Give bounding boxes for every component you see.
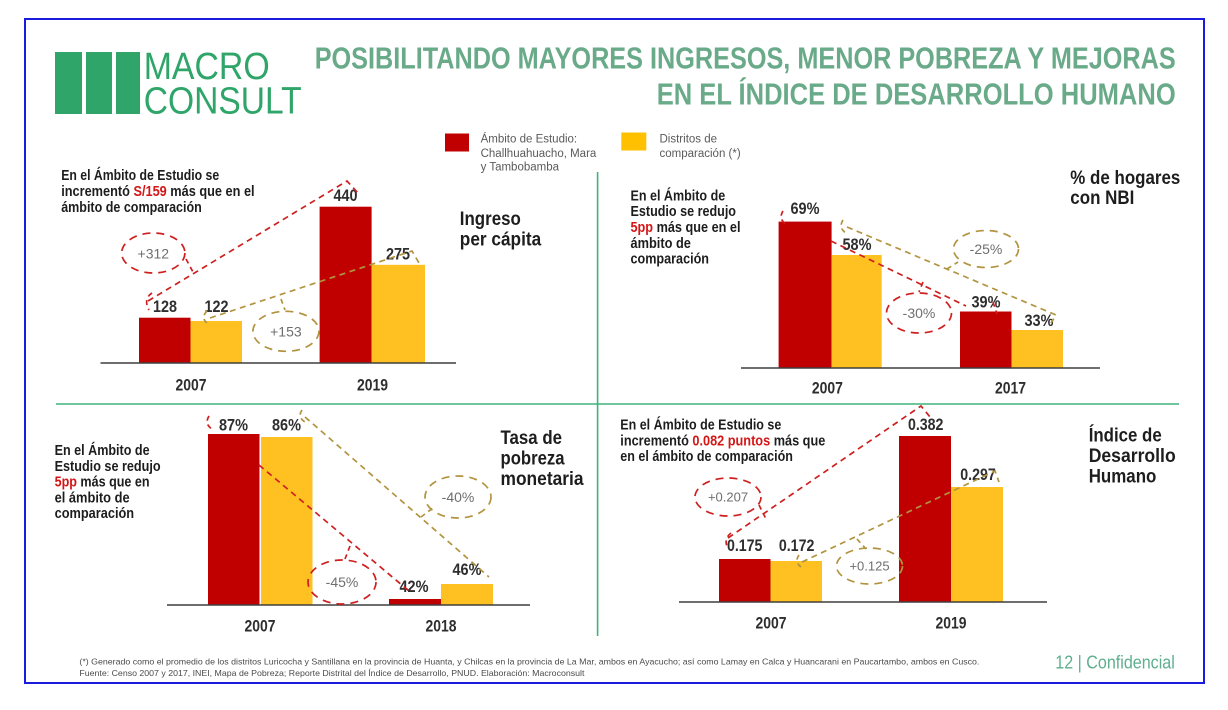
svg-text:comparación: comparación — [631, 251, 710, 267]
svg-text:Challhuahuacho, Mara: Challhuahuacho, Mara — [481, 148, 597, 160]
svg-text:0.297: 0.297 — [960, 465, 996, 484]
svg-text:con NBI: con NBI — [1070, 188, 1134, 209]
svg-text:Distritos de: Distritos de — [660, 134, 718, 146]
svg-text:0.172: 0.172 — [779, 536, 815, 555]
svg-text:ámbito de comparación: ámbito de comparación — [61, 200, 202, 216]
svg-text:128: 128 — [153, 297, 177, 316]
svg-text:Tasa de: Tasa de — [501, 428, 563, 449]
svg-text:Ámbito de Estudio:: Ámbito de Estudio: — [481, 133, 578, 146]
svg-text:pobreza: pobreza — [501, 448, 565, 469]
svg-text:122: 122 — [205, 297, 229, 316]
svg-text:POSIBILITANDO MAYORES INGRESOS: POSIBILITANDO MAYORES INGRESOS, MENOR PO… — [315, 41, 1176, 76]
svg-text:-25%: -25% — [970, 241, 1003, 257]
svg-text:2007: 2007 — [176, 375, 207, 394]
svg-text:2018: 2018 — [426, 617, 457, 636]
svg-text:440: 440 — [334, 186, 358, 205]
svg-text:46%: 46% — [453, 560, 482, 579]
svg-text:(*) Generado como el promedio: (*) Generado como el promedio de los dis… — [79, 657, 979, 666]
svg-text:275: 275 — [386, 245, 410, 264]
svg-text:el ámbito de: el ámbito de — [55, 490, 130, 506]
svg-text:33%: 33% — [1025, 311, 1054, 330]
svg-text:comparación: comparación — [55, 506, 135, 522]
svg-text:-40%: -40% — [442, 489, 475, 505]
svg-text:per cápita: per cápita — [460, 230, 542, 251]
svg-text:incrementó 0.082 puntos más qu: incrementó 0.082 puntos más que — [620, 433, 825, 449]
svg-text:EN EL ÍNDICE DE DESARROLLO HUM: EN EL ÍNDICE DE DESARROLLO HUMANO — [657, 76, 1176, 111]
svg-text:2007: 2007 — [756, 614, 787, 633]
svg-text:En el Ámbito de Estudio se: En el Ámbito de Estudio se — [620, 417, 781, 434]
svg-text:2007: 2007 — [812, 379, 843, 398]
svg-text:Desarrollo: Desarrollo — [1089, 446, 1176, 467]
svg-text:Estudio se redujo: Estudio se redujo — [55, 459, 161, 475]
svg-text:Humano: Humano — [1089, 467, 1157, 488]
svg-text:-30%: -30% — [903, 305, 936, 321]
svg-text:Índice de: Índice de — [1089, 425, 1162, 447]
svg-text:En el Ámbito de: En el Ámbito de — [631, 188, 726, 205]
svg-text:58%: 58% — [843, 235, 872, 254]
svg-text:5pp más que en el: 5pp más que en el — [631, 220, 741, 236]
svg-text:2019: 2019 — [357, 375, 388, 394]
svg-text:y Tambobamba: y Tambobamba — [481, 162, 560, 174]
svg-text:Fuente: Censo 2007 y 2017, INE: Fuente: Censo 2007 y 2017, INEI, Mapa de… — [79, 668, 585, 678]
svg-text:MACRO: MACRO — [144, 46, 270, 88]
svg-text:En el Ámbito de: En el Ámbito de — [55, 442, 150, 459]
svg-text:+0.207: +0.207 — [708, 490, 748, 505]
svg-text:0.382: 0.382 — [908, 415, 944, 434]
svg-text:Estudio se redujo: Estudio se redujo — [631, 204, 737, 220]
svg-text:+153: +153 — [270, 324, 302, 340]
svg-text:2007: 2007 — [245, 617, 276, 636]
svg-text:2017: 2017 — [995, 379, 1026, 398]
svg-text:comparación (*): comparación (*) — [660, 148, 741, 160]
svg-text:Ingreso: Ingreso — [460, 209, 521, 230]
svg-text:CONSULT: CONSULT — [144, 81, 302, 123]
svg-text:87%: 87% — [219, 416, 248, 435]
svg-text:69%: 69% — [791, 199, 820, 218]
svg-text:5pp más que en: 5pp más que en — [55, 475, 150, 491]
svg-text:en el ámbito de comparación: en el ámbito de comparación — [620, 449, 793, 465]
svg-text:% de hogares: % de hogares — [1070, 168, 1180, 189]
svg-text:incrementó S/159 más que en el: incrementó S/159 más que en el — [61, 184, 254, 200]
svg-text:-45%: -45% — [326, 574, 359, 590]
svg-text:39%: 39% — [972, 293, 1001, 312]
svg-text:86%: 86% — [272, 416, 301, 435]
svg-text:+312: +312 — [138, 246, 170, 262]
svg-text:ámbito de: ámbito de — [631, 236, 691, 252]
svg-text:+0.125: +0.125 — [849, 559, 889, 574]
svg-text:2019: 2019 — [936, 614, 967, 633]
svg-text:42%: 42% — [400, 577, 429, 596]
svg-text:12 | Confidencial: 12 | Confidencial — [1055, 653, 1175, 673]
svg-text:0.175: 0.175 — [727, 536, 763, 555]
svg-text:monetaria: monetaria — [501, 469, 584, 490]
svg-text:En el Ámbito de Estudio se: En el Ámbito de Estudio se — [61, 167, 219, 184]
